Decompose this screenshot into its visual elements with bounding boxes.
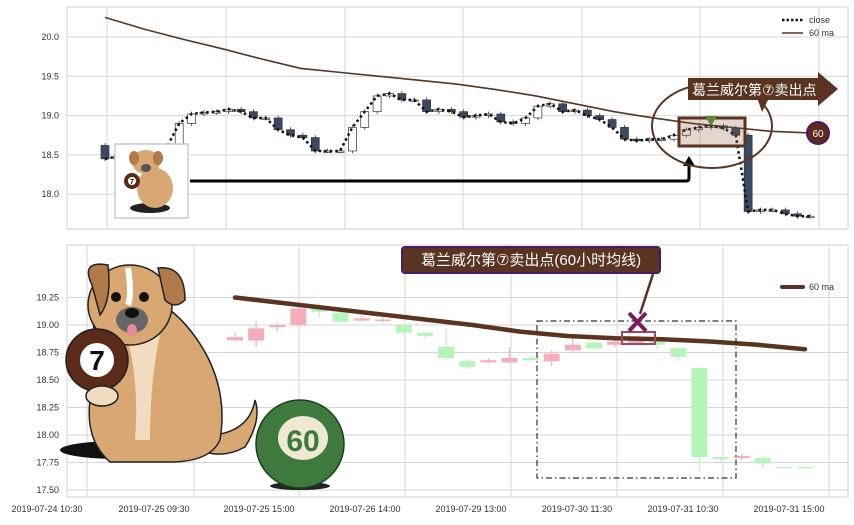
- y-tick-label: 18.00: [36, 430, 59, 440]
- y-tick-label: 19.00: [36, 320, 59, 330]
- x-tick-label: 2019-07-29 13:00: [435, 504, 506, 514]
- y-tick-label: 18.5: [41, 150, 59, 160]
- candle-body: [607, 119, 617, 128]
- signal-label-arrow: [688, 72, 838, 112]
- svg-text:7: 7: [130, 179, 134, 186]
- x-tick-label: 2019-07-25 09:30: [118, 504, 189, 514]
- candle-body: [607, 341, 623, 345]
- y-tick-label: 18.0: [41, 189, 59, 199]
- pointer-line: [190, 165, 691, 183]
- candle-body: [422, 99, 431, 113]
- candle-body: [332, 312, 349, 322]
- signal-candle-box: [621, 331, 656, 345]
- top-y-ticks: 20.0 19.5 19.0 18.5 18.0: [41, 32, 59, 199]
- candle-body: [374, 319, 391, 321]
- y-tick-label: 19.5: [41, 71, 59, 81]
- candle-body: [459, 361, 476, 367]
- y-tick-label: 19.25: [36, 293, 59, 303]
- sell-triangle-marker: [705, 116, 717, 126]
- candle-body: [286, 129, 295, 136]
- legend-ma-label: 60 ma: [809, 282, 834, 292]
- candle-body: [372, 95, 382, 113]
- candle-body: [311, 307, 328, 312]
- candle-body: [438, 347, 455, 358]
- candle-body: [733, 455, 750, 459]
- candle-body: [805, 215, 815, 219]
- candle-body: [273, 117, 283, 131]
- y-tick-label: 18.25: [36, 403, 59, 413]
- legend-close-label: close: [809, 15, 830, 25]
- ma-line: [104, 16, 811, 134]
- signal-label: 葛兰威尔第⑦卖出点(60小时均线): [421, 251, 641, 269]
- bottom-chart: 19.25 19.00 18.75 18.50 18.25 18.00 17.75 17.50…: [11, 244, 849, 514]
- candle-body: [775, 466, 792, 469]
- y-tick-label: 17.50: [36, 485, 59, 495]
- candle-body: [797, 466, 813, 469]
- candle-body: [670, 348, 687, 357]
- ball-60-icon: 60: [255, 399, 345, 490]
- top-chart: 20.0 19.5 19.0 18.5 18.0 close 60 ma 葛兰威尔第⑦卖…: [41, 6, 849, 230]
- candle-body: [290, 308, 307, 325]
- candle-body: [248, 328, 265, 341]
- top-ma-line: [104, 16, 811, 134]
- y-tick-label: 20.0: [41, 32, 59, 42]
- y-tick-label: 18.50: [36, 375, 59, 385]
- svg-text:60: 60: [286, 425, 319, 458]
- y-tick-label: 17.75: [36, 458, 59, 468]
- candle-body: [395, 325, 412, 333]
- candle-body: [543, 353, 560, 362]
- candle-body: [585, 342, 602, 349]
- candle-body: [501, 358, 518, 363]
- sell-x-marker: [627, 311, 648, 333]
- candle-body: [691, 367, 708, 457]
- candle-body: [397, 93, 407, 101]
- x-tick-label: 2019-07-31 10:30: [647, 504, 718, 514]
- candle-body: [649, 341, 666, 345]
- candle-body: [100, 145, 110, 160]
- ma-line: [232, 295, 808, 352]
- bottom-legend: 60 ma: [780, 282, 834, 292]
- candle-body: [480, 360, 497, 363]
- candle-body: [348, 127, 357, 152]
- candle-body: [564, 344, 581, 351]
- top-legend: close 60 ma: [782, 15, 834, 38]
- candle-body: [522, 358, 539, 361]
- bottom-candles: [227, 303, 813, 472]
- candle-body: [227, 337, 243, 341]
- x-tick-label: 2019-07-31 15:00: [753, 504, 824, 514]
- x-tick-label: 2019-07-26 14:00: [329, 504, 400, 514]
- label-pointer: [638, 273, 655, 315]
- ma-60-badge: [806, 121, 830, 145]
- bottom-y-ticks: 19.25 19.00 18.75 18.50 18.25 18.00 17.75 17.50: [36, 293, 59, 496]
- candle-body: [754, 458, 771, 464]
- candle-body: [712, 457, 729, 460]
- x-tick-label: 2019-07-25 15:00: [223, 504, 294, 514]
- candle-body: [533, 105, 543, 119]
- legend-ma-label: 60 ma: [809, 28, 834, 38]
- candle-body: [446, 108, 456, 113]
- signal-label: 葛兰威尔第⑦卖出点: [692, 82, 817, 98]
- x-tick-label: 2019-07-24 10:30: [11, 504, 82, 514]
- candle-body: [310, 137, 320, 152]
- dog-inset-image: 7: [114, 143, 189, 219]
- signal-label-box: [401, 246, 661, 274]
- x-tick-label: 2019-07-30 11:30: [542, 504, 612, 514]
- y-tick-label: 18.75: [36, 348, 59, 358]
- candle-body: [353, 318, 370, 321]
- candle-body: [269, 325, 286, 328]
- y-tick-label: 19.0: [41, 111, 59, 121]
- candle-body: [360, 111, 370, 128]
- dog-illustration: 7: [60, 263, 258, 463]
- candle-body: [484, 113, 493, 116]
- bottom-ma-line: [232, 295, 808, 352]
- bottom-x-ticks: 2019-07-24 10:30 2019-07-25 09:30 2019-07-…: [11, 504, 824, 514]
- candle-body: [417, 332, 433, 336]
- svg-text:7: 7: [89, 345, 105, 376]
- candle-body: [628, 338, 645, 344]
- candle-body: [681, 129, 691, 136]
- ma-60-badge-label: 60: [812, 129, 824, 140]
